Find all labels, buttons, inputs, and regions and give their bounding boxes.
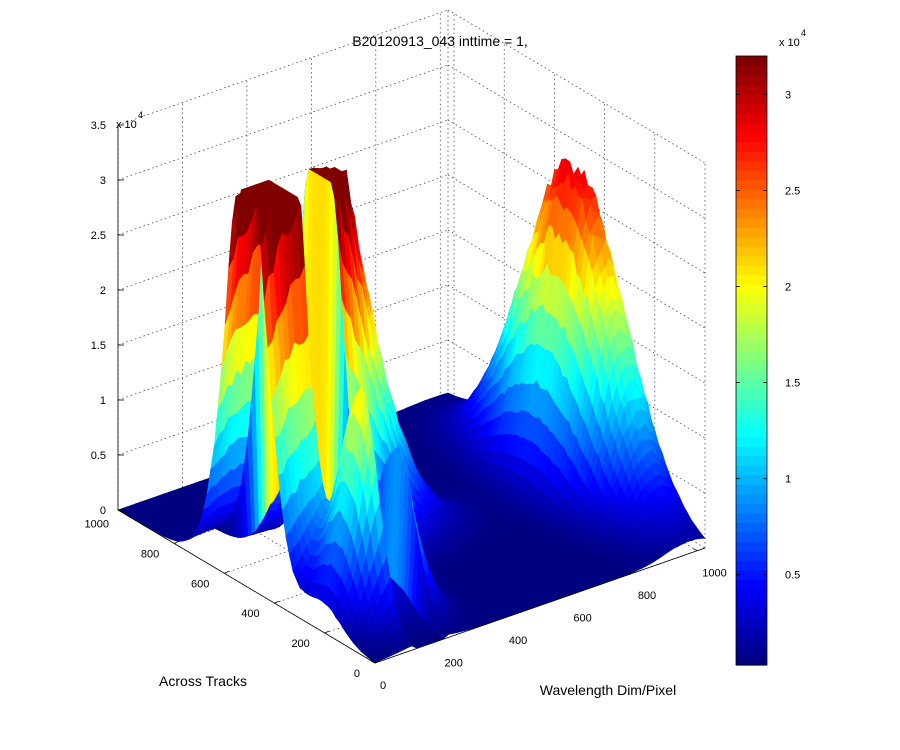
grid-line	[117, 9, 449, 126]
grid-line	[447, 64, 706, 219]
surface-plot	[117, 157, 706, 663]
grid-line	[117, 64, 449, 181]
grid-line	[447, 9, 706, 164]
